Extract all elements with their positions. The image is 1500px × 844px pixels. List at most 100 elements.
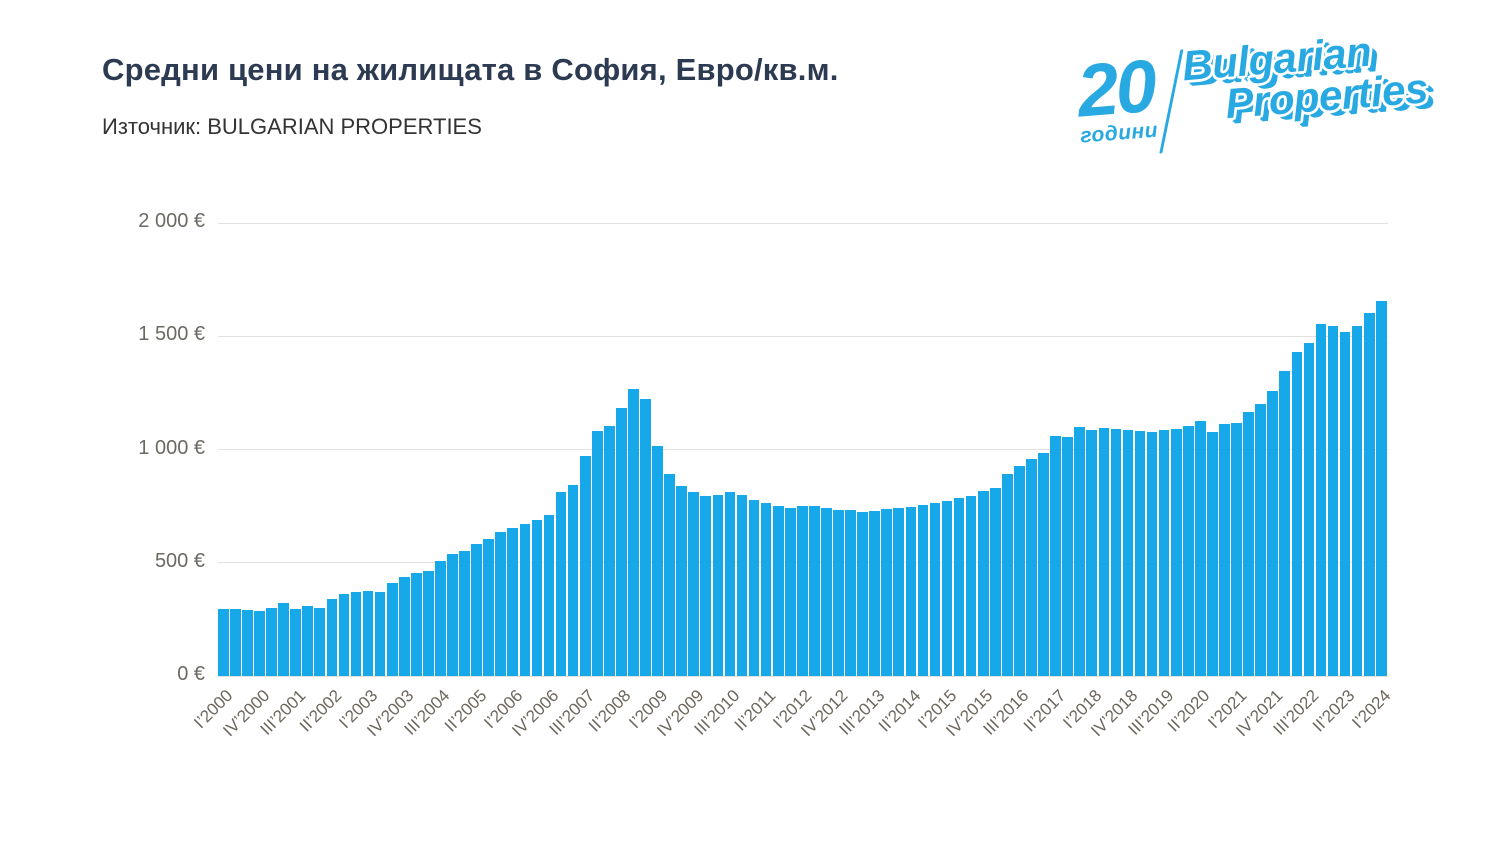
bar [628,389,639,676]
bar [1110,428,1122,676]
bar [1098,427,1110,676]
bar [555,491,567,676]
y-axis-tick-label: 0 € [177,663,205,685]
bar [410,572,422,676]
bar-chart-plot-area [218,222,1388,677]
bar [302,605,314,676]
bar [447,554,458,676]
bar [1182,425,1194,676]
bar [845,510,856,676]
bar [724,492,736,676]
bulgarian-properties-logo: 20 години Bulgarian Properties [1074,26,1432,173]
bar [1002,473,1013,676]
y-axis-tick-label: 1 000 € [138,436,205,459]
bar [230,608,241,676]
bar [965,495,977,676]
bar [326,599,338,676]
bar [1195,421,1206,676]
bar [736,494,748,676]
bar [1050,436,1061,676]
gridline [218,675,1388,677]
bar [881,509,893,676]
bar [821,507,832,676]
bar [423,571,434,676]
bar [748,499,760,676]
gridline [218,449,1388,450]
gridline [218,335,1388,337]
bar [977,490,989,676]
chart-title: Средни цени на жилищата в София, Евро/кв… [102,52,839,87]
chart-source: Източник: BULGARIAN PROPERTIES [102,114,482,139]
bar [941,500,953,676]
bar [471,543,482,676]
bar [652,446,663,676]
bar [519,524,531,676]
logo-brand-line2: Properties [1223,63,1430,127]
logo-slash-divider [1159,49,1184,154]
bar [1351,325,1363,676]
bar [374,591,386,676]
bar [314,608,326,676]
bar [579,455,591,676]
bar [1038,452,1049,676]
y-axis-tick-label: 2 000 € [138,210,205,232]
bar [989,487,1001,676]
logo-years-word: години [1079,118,1159,148]
bar [242,609,253,676]
bar [1279,370,1291,676]
bar [1291,351,1303,676]
bar [809,506,820,676]
bar [386,583,398,676]
bar [772,506,784,676]
y-axis-tick-label: 1 500 € [138,323,205,346]
bar [459,550,470,676]
bar [640,399,651,676]
bar [507,527,519,676]
bar [869,510,880,676]
logo-20-number: 20 [1074,43,1157,133]
bar [567,484,579,676]
bar [1315,324,1327,676]
bar [1026,459,1037,676]
bar [1363,313,1375,676]
bar [1134,431,1146,676]
logo-anniversary: 20 години [1074,43,1159,149]
bar [796,505,808,676]
bar [664,473,675,676]
bar [591,431,603,676]
bar [1327,325,1339,676]
bar [1158,430,1170,676]
bar [362,590,374,676]
bar [1086,429,1098,676]
bar [917,505,929,676]
bar [1062,437,1073,676]
bar [1267,390,1279,676]
bar [218,609,229,676]
bar [1074,426,1086,676]
bar [531,519,543,676]
bar [603,426,615,676]
bar [543,514,555,676]
bar [495,531,507,676]
bar [1243,412,1254,676]
bar [616,407,627,676]
bar [278,602,289,676]
bar [1339,331,1351,676]
bar [688,491,700,676]
bar [784,508,796,676]
bar [254,610,265,676]
bar [1122,429,1134,676]
bar [1219,423,1230,676]
bar [953,497,965,676]
bar [833,509,844,676]
bar [700,495,712,676]
bar [857,512,868,676]
bar [929,502,941,676]
bar [1207,432,1218,676]
bar [1170,428,1182,676]
bar [290,609,302,676]
bar [1255,404,1266,676]
bar [1146,432,1158,676]
bar [398,577,410,676]
